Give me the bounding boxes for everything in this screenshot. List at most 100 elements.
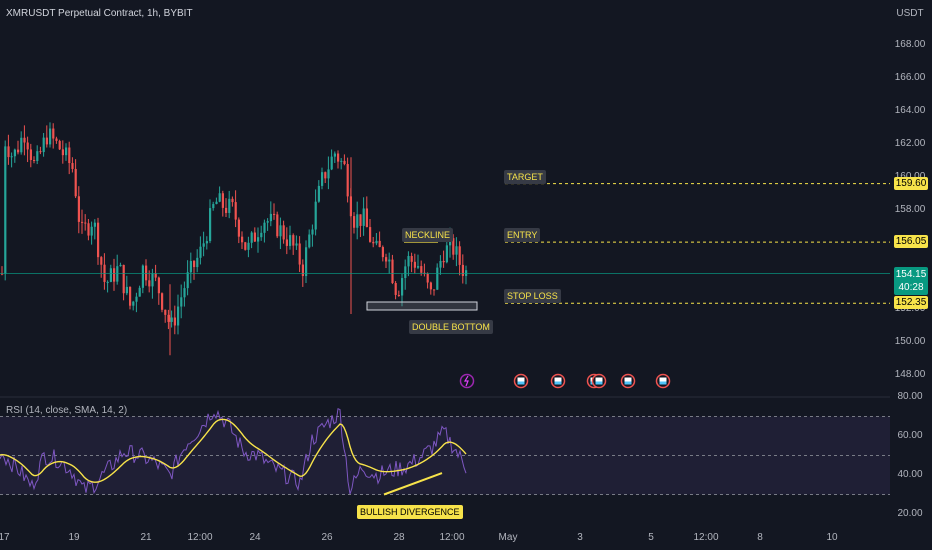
candle-body — [445, 245, 448, 263]
candle-body — [308, 234, 311, 248]
candle-body — [253, 232, 256, 242]
candle-body — [375, 240, 378, 244]
price-axis-label: 158.00 — [894, 204, 926, 215]
candle-body — [340, 160, 343, 162]
candle-body — [285, 239, 288, 246]
candle-body — [33, 159, 36, 161]
candle-body — [333, 153, 336, 157]
candle-body — [17, 149, 20, 153]
time-axis-label: 10 — [826, 532, 838, 543]
candle-body — [365, 208, 368, 228]
double-bottom-zone — [366, 301, 478, 311]
time-axis-label: May — [498, 532, 518, 543]
candle-body — [23, 137, 26, 143]
candle-body — [199, 246, 202, 258]
candle-body — [74, 168, 77, 197]
time-axis-label: 21 — [140, 532, 152, 543]
candle-body — [132, 301, 135, 306]
label-entry: ENTRY — [504, 228, 541, 243]
price-axis-label: 150.00 — [894, 336, 926, 347]
candle-body — [314, 201, 317, 230]
candle-body — [231, 198, 234, 203]
candle-body — [397, 294, 400, 296]
candle-body — [65, 147, 68, 156]
candle-body — [161, 293, 164, 310]
candle-body — [180, 297, 183, 307]
chart-title: XMRUSDT Perpetual Contract, 1h, BYBIT — [6, 8, 193, 19]
candle-body — [429, 282, 432, 290]
candle-body — [359, 214, 362, 226]
candle-body — [154, 273, 157, 278]
candle-body — [157, 277, 160, 294]
candle-body — [426, 273, 429, 283]
candle-body — [7, 146, 10, 158]
candle-body — [173, 317, 176, 326]
candle-body — [113, 268, 116, 282]
candle-body — [391, 259, 394, 284]
candle-body — [273, 213, 276, 215]
candle-body — [279, 225, 282, 237]
candle-body — [388, 259, 391, 262]
label-bullish-divergence: BULLISH DIVERGENCE — [357, 505, 463, 519]
time-axis-label: 19 — [68, 532, 80, 543]
candle-body — [177, 306, 180, 326]
candle-body — [442, 260, 445, 263]
candle-body — [90, 226, 93, 236]
candle-body — [311, 229, 314, 235]
calendar-icon — [554, 377, 562, 382]
candle-body — [39, 151, 42, 153]
candle-body — [301, 264, 304, 277]
bar-countdown: 40:28 — [898, 281, 924, 293]
candle-body — [26, 142, 29, 150]
candle-body — [221, 193, 224, 208]
candle-body — [282, 225, 285, 240]
candle-body — [10, 156, 13, 158]
candle-body — [167, 314, 170, 322]
price-unit: USDT — [896, 8, 924, 19]
candle-body — [109, 268, 112, 282]
candle-body — [237, 219, 240, 237]
rsi-ma-line — [0, 418, 467, 483]
candle-body — [202, 243, 205, 247]
label-double-bottom: DOUBLE BOTTOM — [409, 320, 493, 334]
candle-body — [410, 255, 413, 262]
candle-body — [122, 264, 125, 294]
candle-body — [42, 137, 45, 153]
candle-body — [71, 163, 74, 169]
candle-body — [228, 198, 231, 213]
candle-body — [381, 247, 384, 258]
candle-body — [45, 137, 48, 145]
calendar-icon — [517, 377, 525, 382]
candle-body — [260, 232, 263, 238]
candle-body — [420, 266, 423, 273]
candle-body — [13, 149, 16, 157]
candle-body — [356, 214, 359, 228]
candle-body — [55, 138, 58, 141]
price-axis-label: 164.00 — [894, 105, 926, 116]
candle-body — [129, 286, 132, 306]
candle-body — [353, 216, 356, 228]
candle-body — [401, 278, 404, 296]
candle-body — [247, 242, 250, 250]
price-tag-stop-loss: 152.35 — [894, 296, 928, 310]
candle-body — [100, 257, 103, 265]
price-axis-label: 162.00 — [894, 138, 926, 149]
candle-body — [141, 265, 144, 288]
time-axis-label: 12:00 — [439, 532, 465, 543]
time-axis-label: 24 — [249, 532, 261, 543]
price-axis-label: 148.00 — [894, 369, 926, 380]
candle-body — [52, 128, 55, 139]
candle-body — [295, 243, 298, 246]
label-neckline: NECKLINE — [402, 228, 454, 243]
candle-body — [135, 296, 138, 302]
candle-body — [145, 265, 148, 281]
candle-body — [68, 147, 71, 164]
candle-body — [125, 286, 128, 294]
candle-body — [49, 128, 52, 145]
time-axis-label: 3 — [577, 532, 583, 543]
candle-body — [362, 208, 365, 226]
rsi-axis-label: 80.00 — [897, 391, 923, 402]
calendar-icon — [595, 381, 603, 385]
candle-body — [292, 235, 295, 246]
